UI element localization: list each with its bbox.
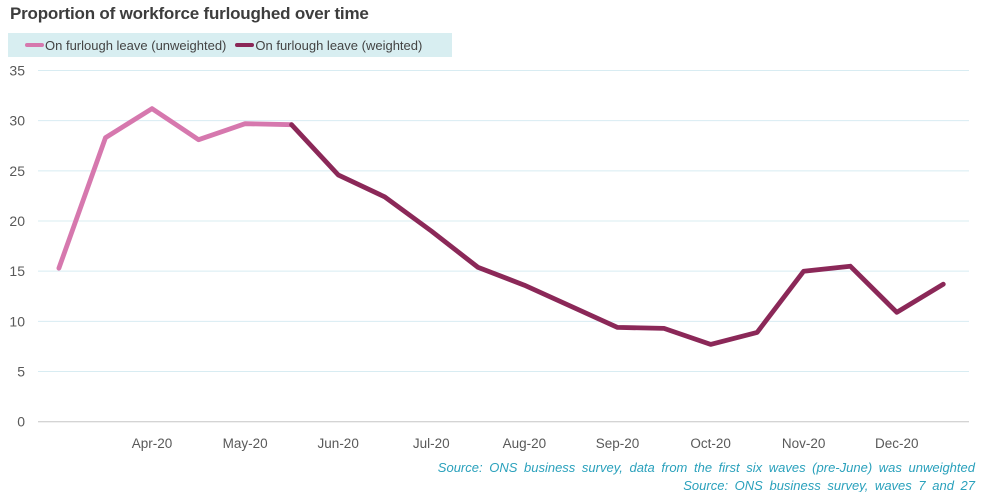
x-tick-label: Jul-20: [413, 436, 450, 451]
x-tick-label: Dec-20: [875, 436, 919, 451]
x-tick-label: Sep-20: [596, 436, 640, 451]
chart-title: Proportion of workforce furloughed over …: [10, 4, 369, 23]
source-note-line1: Source: ONS business survey, data from t…: [437, 460, 975, 475]
x-tick-label: Aug-20: [503, 436, 547, 451]
y-tick-label: 30: [9, 113, 25, 129]
source-note-line2: Source: ONS business survey, waves 7 and…: [683, 478, 975, 492]
y-tick-label: 0: [17, 414, 25, 430]
y-tick-label: 5: [17, 364, 25, 380]
series-line-unweighted: [56, 106, 295, 271]
y-tick-label: 20: [9, 213, 25, 229]
x-tick-label: Jun-20: [318, 436, 359, 451]
y-tick-label: 35: [9, 63, 25, 79]
legend-label-weighted: On furlough leave (weighted): [255, 37, 423, 53]
legend-label-unweighted: On furlough leave (unweighted): [45, 37, 227, 53]
y-tick-label: 25: [9, 163, 25, 179]
y-tick-label: 15: [9, 263, 25, 279]
legend-line-swatch-unweighted: [25, 43, 44, 47]
legend-line-swatch-weighted: [235, 43, 255, 47]
x-tick-label: May-20: [223, 436, 268, 451]
y-tick-label: 10: [9, 313, 25, 329]
x-tick-label: Oct-20: [690, 436, 731, 451]
x-tick-label: Nov-20: [782, 436, 826, 451]
series-line-weighted: [289, 122, 946, 347]
x-tick-label: Apr-20: [132, 436, 173, 451]
chart-legend: On furlough leave (unweighted) On furlou…: [8, 33, 452, 57]
